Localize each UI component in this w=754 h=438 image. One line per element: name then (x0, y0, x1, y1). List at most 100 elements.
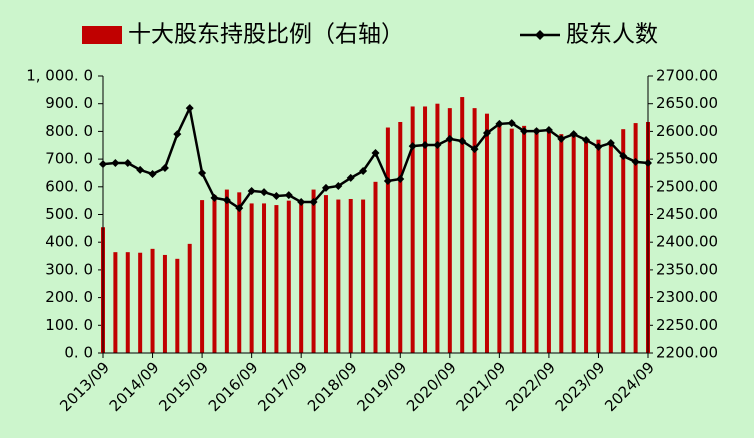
x-tick-label: 2014/09 (106, 358, 163, 415)
bar (522, 125, 527, 353)
x-tick-label: 2019/09 (353, 358, 410, 415)
bar (175, 258, 180, 353)
bar (497, 123, 502, 353)
line-marker (222, 196, 231, 205)
line-marker (272, 191, 281, 200)
bar (621, 129, 626, 353)
bar (484, 113, 489, 353)
line-marker (458, 137, 467, 146)
bar (274, 205, 279, 353)
y2-tick-label: 2450.00 (656, 205, 718, 223)
x-tick-label: 2018/09 (304, 358, 361, 415)
line-marker (148, 170, 157, 179)
line-marker (433, 140, 442, 149)
bar (138, 252, 143, 353)
legend-swatch (82, 26, 122, 44)
x-tick-label: 2015/09 (155, 358, 212, 415)
bar (398, 121, 403, 354)
y-tick-label: 400. 0 (45, 233, 93, 251)
x-tick-label: 2023/09 (552, 358, 609, 415)
bar (509, 128, 514, 353)
bar (249, 203, 254, 353)
bar (224, 189, 229, 353)
bar (608, 141, 613, 353)
bar (125, 252, 130, 353)
line-marker (136, 165, 145, 174)
bar (299, 202, 304, 353)
y-tick-label: 100. 0 (45, 316, 93, 334)
line-marker (520, 127, 529, 136)
bar (546, 131, 551, 353)
bar (200, 200, 205, 353)
y2-tick-label: 2200.00 (656, 344, 718, 362)
x-tick-label: 2021/09 (453, 358, 510, 415)
x-tick-label: 2024/09 (601, 358, 658, 415)
line-marker (260, 188, 269, 197)
bar (262, 203, 267, 353)
line-marker (235, 204, 244, 213)
y2-tick-label: 2700.00 (656, 67, 718, 85)
line-marker (544, 126, 553, 135)
line-marker (594, 142, 603, 151)
line-marker (173, 130, 182, 139)
bar (361, 199, 366, 353)
line-marker (445, 134, 454, 143)
bar (237, 192, 242, 353)
line-marker (582, 135, 591, 144)
x-tick-label: 2016/09 (205, 358, 262, 415)
bar (447, 108, 452, 353)
y-tick-label: 500. 0 (45, 205, 93, 223)
y2-tick-label: 2500.00 (656, 177, 718, 195)
y2-tick-label: 2250.00 (656, 316, 718, 334)
y-tick-label: 0. 0 (64, 344, 93, 362)
y-tick-label: 600. 0 (45, 177, 93, 195)
y2-tick-label: 2350.00 (656, 260, 718, 278)
line-marker (210, 193, 219, 202)
line-marker (631, 157, 640, 166)
bar (571, 135, 576, 353)
y2-tick-label: 2650.00 (656, 94, 718, 112)
line-marker (383, 176, 392, 185)
line-marker (359, 167, 368, 176)
legend-label: 股东人数 (566, 22, 658, 48)
bar (435, 103, 440, 353)
line-marker (507, 119, 516, 128)
line-marker (185, 104, 194, 113)
legend-label: 十大股东持股比例（右轴） (128, 22, 404, 48)
x-tick-label: 2017/09 (254, 358, 311, 415)
x-tick-label: 2020/09 (403, 358, 460, 415)
bar (534, 128, 539, 353)
line-marker (619, 152, 628, 161)
bar (162, 254, 167, 353)
bar (559, 134, 564, 353)
line-marker (198, 168, 207, 177)
bar (150, 248, 155, 353)
line-marker (160, 163, 169, 172)
y2-tick-label: 2300.00 (656, 288, 718, 306)
bar (286, 200, 291, 353)
line-marker (606, 139, 615, 148)
bar (410, 106, 415, 353)
bar (373, 181, 378, 353)
line-marker (284, 191, 293, 200)
bar (187, 243, 192, 353)
line-marker (371, 149, 380, 158)
line-marker (309, 198, 318, 207)
line-marker (346, 173, 355, 182)
y-tick-label: 300. 0 (45, 260, 93, 278)
bar (385, 127, 390, 353)
bar (323, 195, 328, 353)
legend-marker (535, 30, 545, 40)
bar (460, 97, 465, 353)
bar (336, 199, 341, 353)
bar (596, 139, 601, 353)
y2-tick-label: 2600.00 (656, 122, 718, 140)
bar (472, 108, 477, 353)
line-marker (334, 181, 343, 190)
line-marker (495, 119, 504, 128)
line-marker (532, 127, 541, 136)
bar (212, 195, 217, 353)
line-marker (247, 186, 256, 195)
line-marker (482, 129, 491, 138)
